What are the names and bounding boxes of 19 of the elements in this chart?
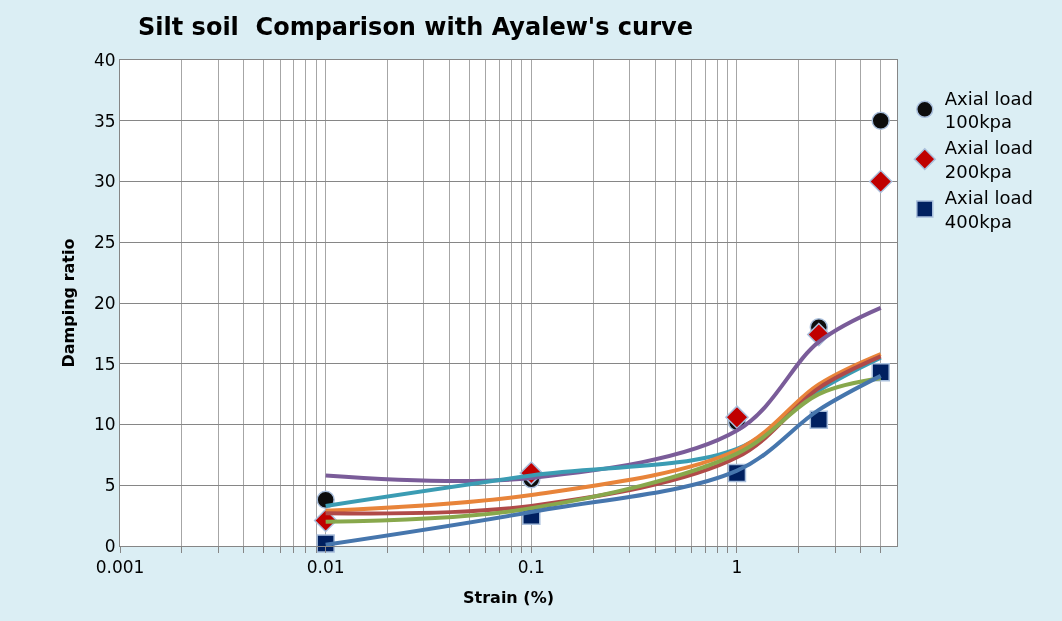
- y-tick-label: 10: [93, 414, 116, 435]
- y-tick-label: 15: [93, 353, 116, 374]
- legend-label: Axial load 100kpa: [944, 87, 1033, 133]
- y-tick-label: 0: [104, 535, 116, 556]
- legend-label: Axial load 400kpa: [944, 187, 1033, 232]
- y-tick-label: 30: [93, 171, 116, 192]
- y-tick-label: 40: [93, 49, 116, 70]
- chart-title: Silt soil Comparison with Ayalew's curve: [138, 13, 693, 42]
- x-axis-title: Strain (%): [463, 588, 554, 608]
- y-axis-title: Damping ratio: [58, 238, 78, 368]
- legend-label: Axial load 200kpa: [944, 137, 1033, 182]
- y-tick-label: 20: [93, 292, 116, 313]
- x-tick-label: 1: [731, 557, 743, 578]
- x-tick-label: 0.001: [95, 557, 145, 578]
- y-tick-label: 25: [93, 232, 116, 253]
- y-tick-label: 5: [104, 475, 116, 496]
- y-tick-label: 35: [93, 110, 116, 131]
- x-tick-label: 0.01: [306, 557, 345, 578]
- x-tick-label: 0.1: [517, 557, 545, 578]
